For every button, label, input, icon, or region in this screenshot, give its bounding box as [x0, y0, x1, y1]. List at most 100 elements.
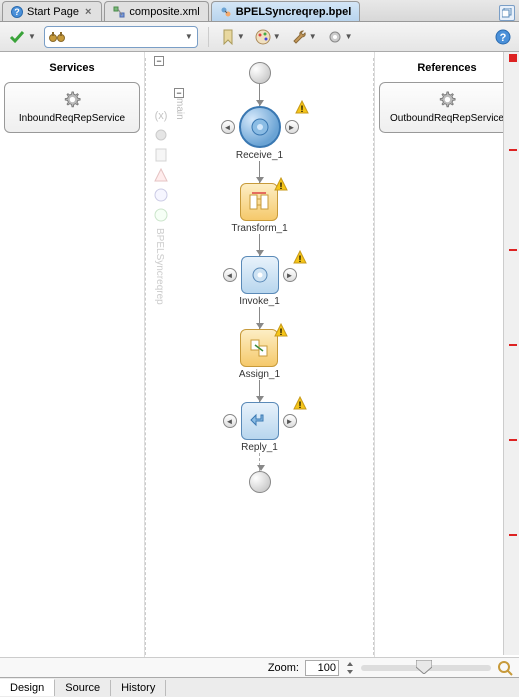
help-button[interactable]: ? — [493, 27, 513, 47]
chevron-down-icon: ▼ — [345, 32, 353, 41]
mark — [509, 534, 517, 536]
activity-receive[interactable]: ◄ ► ! Receive_1 — [221, 106, 299, 161]
assign-icon — [248, 337, 270, 359]
svg-text:?: ? — [14, 7, 20, 17]
chevron-down-icon: ▼ — [237, 32, 245, 41]
svg-text:!: ! — [298, 400, 301, 410]
clock-icon[interactable] — [154, 188, 168, 202]
activity-reply[interactable]: ◄ ► ! Reply_1 — [223, 402, 297, 453]
editor-toolbar: ▼ ▼ ▼ ▼ ▼ ▼ ? — [0, 22, 519, 52]
tab-source[interactable]: Source — [55, 680, 111, 696]
transform-icon — [248, 191, 270, 213]
flow-arrow — [259, 234, 260, 256]
activity-node[interactable] — [241, 402, 279, 440]
zoom-bar: Zoom: — [0, 657, 519, 677]
tab-label: Start Page — [27, 6, 79, 18]
mark — [509, 54, 517, 62]
search-input[interactable] — [69, 31, 179, 43]
zoom-input[interactable] — [305, 660, 339, 676]
check-icon — [8, 28, 26, 46]
activity-node[interactable] — [240, 183, 278, 221]
warning-icon: ! — [295, 100, 309, 114]
stepper-icon[interactable] — [345, 660, 355, 676]
panel-title: References — [379, 58, 515, 82]
services-panel: Services InboundReqRepService — [0, 52, 145, 676]
nav-prev-button[interactable]: ◄ — [221, 120, 235, 134]
mark — [509, 149, 517, 151]
svg-text:!: ! — [280, 181, 283, 191]
wrench-button[interactable]: ▼ — [289, 27, 319, 47]
restore-window-button[interactable] — [499, 5, 515, 21]
tab-design[interactable]: Design — [0, 679, 55, 696]
close-icon[interactable]: × — [83, 6, 93, 18]
settings-button[interactable]: ▼ — [325, 27, 355, 47]
references-panel: References OutboundReqRepService — [374, 52, 519, 676]
activity-transform[interactable]: ! Transform_1 — [231, 183, 287, 234]
chevron-down-icon: ▼ — [185, 32, 193, 41]
inbound-service[interactable]: InboundReqRepService — [4, 82, 140, 133]
doc-icon[interactable] — [154, 148, 168, 162]
tab-bpel[interactable]: BPELSyncreqrep.bpel — [211, 1, 361, 21]
scope-label: main — [174, 98, 185, 120]
validate-button[interactable]: ▼ — [6, 26, 38, 48]
zoom-fit-icon[interactable] — [497, 660, 513, 676]
separator — [208, 27, 209, 47]
binoculars-icon — [49, 30, 65, 44]
mark — [509, 439, 517, 441]
activity-node[interactable] — [240, 329, 278, 367]
gear-icon[interactable] — [154, 128, 168, 142]
palette-icon — [255, 29, 271, 45]
warning-icon: ! — [274, 177, 288, 191]
gear-icon — [327, 29, 343, 45]
flow-arrow — [259, 161, 260, 183]
bottom-tabbar: Design Source History — [0, 677, 519, 697]
svg-text:?: ? — [500, 32, 507, 44]
search-box: ▼ — [44, 26, 198, 48]
variable-palette: (x) — [152, 108, 170, 222]
start-endpoint[interactable] — [249, 62, 271, 84]
collapse-toggle[interactable]: − — [174, 88, 184, 98]
tab-start-page[interactable]: ? Start Page × — [2, 1, 102, 21]
activity-node[interactable] — [241, 256, 279, 294]
gear-icon — [249, 264, 271, 286]
zoom-slider[interactable] — [361, 665, 491, 671]
nav-prev-button[interactable]: ◄ — [223, 414, 237, 428]
gear-icon — [438, 91, 456, 109]
activity-invoke[interactable]: ◄ ► ! Invoke_1 — [223, 256, 297, 307]
warning-icon: ! — [293, 396, 307, 410]
flow-icon — [113, 6, 125, 18]
service-label: OutboundReqRepService — [390, 113, 504, 124]
palette-button[interactable]: ▼ — [253, 27, 283, 47]
nav-next-button[interactable]: ► — [283, 268, 297, 282]
collapse-toggle[interactable]: − — [154, 56, 164, 66]
nav-next-button[interactable]: ► — [285, 120, 299, 134]
bpel-canvas[interactable]: − − (x) main BPELSyncreqrep ◄ ► — [145, 58, 374, 670]
mark — [509, 344, 517, 346]
alert-icon[interactable] — [154, 168, 168, 182]
warning-icon: ! — [293, 250, 307, 264]
minimap — [507, 54, 517, 653]
activity-label: Transform_1 — [231, 223, 287, 234]
nav-prev-button[interactable]: ◄ — [223, 268, 237, 282]
svg-text:!: ! — [300, 104, 303, 114]
chevron-down-icon: ▼ — [273, 32, 281, 41]
restore-icon — [502, 8, 512, 18]
clock-icon[interactable] — [154, 208, 168, 222]
var-x-icon[interactable]: (x) — [154, 108, 168, 122]
service-label: InboundReqRepService — [19, 113, 125, 124]
bookmark-button[interactable]: ▼ — [219, 27, 247, 47]
tab-composite[interactable]: composite.xml — [104, 1, 208, 21]
bpel-icon — [220, 6, 232, 18]
activity-label: Invoke_1 — [239, 296, 280, 307]
activity-node[interactable] — [239, 106, 281, 148]
outbound-service[interactable]: OutboundReqRepService — [379, 82, 515, 133]
help-icon: ? — [11, 6, 23, 18]
process-label: BPELSyncreqrep — [154, 228, 165, 305]
mark — [509, 249, 517, 251]
nav-next-button[interactable]: ► — [283, 414, 297, 428]
help-icon: ? — [495, 29, 511, 45]
tab-history[interactable]: History — [111, 680, 166, 696]
flow-arrow — [259, 84, 260, 106]
activity-assign[interactable]: ! Assign_1 — [239, 329, 280, 380]
slider-thumb[interactable] — [416, 660, 432, 674]
